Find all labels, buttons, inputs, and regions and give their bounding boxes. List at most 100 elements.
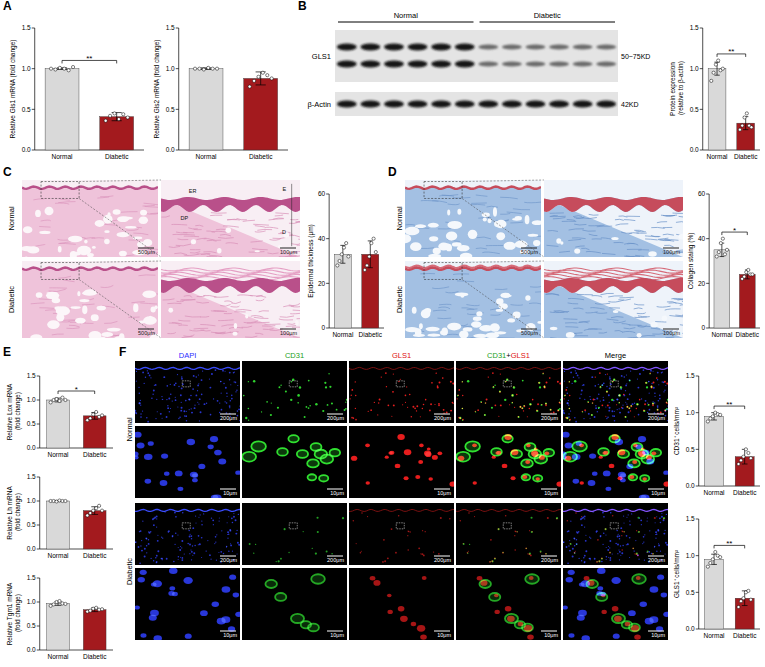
- column-label-part: CD31: [285, 351, 304, 360]
- micrograph-ground: [22, 261, 158, 338]
- y-axis: [329, 194, 330, 328]
- nucleus: [156, 516, 158, 518]
- data-point: [338, 259, 341, 262]
- tissue-gap: [419, 323, 423, 329]
- nucleus: [175, 397, 176, 398]
- nucleus: [135, 541, 137, 543]
- fiber: [584, 329, 598, 330]
- vessel: [308, 380, 310, 382]
- tissue-gap: [493, 207, 497, 216]
- gls1-signal: [432, 455, 438, 460]
- nucleus: [603, 382, 605, 384]
- vessel: [569, 408, 571, 410]
- nucleus: [628, 411, 630, 413]
- nucleus: [181, 376, 182, 377]
- vessel: [505, 381, 507, 383]
- vessel: [290, 399, 292, 401]
- nucleus: [170, 384, 171, 385]
- nucleus: [627, 420, 628, 421]
- gls1-signal: [626, 406, 628, 408]
- fiber: [657, 222, 667, 223]
- fiber: [289, 255, 300, 257]
- gls1-signal: [523, 410, 524, 411]
- vessel: [504, 399, 506, 401]
- fiber: [572, 237, 586, 239]
- micrograph: [161, 180, 300, 257]
- gls1-signal: [537, 403, 539, 405]
- gls1-signal: [660, 411, 662, 413]
- blot-band: [431, 100, 451, 107]
- tissue-gap: [421, 309, 431, 318]
- y-tick-label: 0.0: [686, 482, 695, 489]
- nucleus: [209, 379, 210, 380]
- data-point: [55, 397, 58, 400]
- blot-band: [573, 45, 593, 50]
- nucleus: [667, 405, 668, 406]
- error-bar: [742, 449, 748, 464]
- fiber: [477, 237, 491, 239]
- y-axis-title-line: GLS1⁺ cells/mm²: [673, 549, 680, 598]
- vessel: [666, 408, 668, 410]
- nucleus: [178, 386, 179, 387]
- vessel: [456, 452, 470, 462]
- tissue-gap: [58, 246, 62, 253]
- nucleus: [588, 480, 596, 486]
- tile-ground: [135, 426, 240, 498]
- zoom-box: [396, 381, 404, 387]
- x-tick-label: Normal: [196, 153, 218, 160]
- fiber: [574, 335, 588, 336]
- nucleus: [194, 407, 196, 409]
- y-tick-label: 60: [318, 190, 326, 197]
- data-point: [738, 128, 741, 131]
- bar-chart: Protein expression (relative to β-actin)…: [669, 24, 760, 160]
- gls1-signal: [355, 395, 356, 396]
- vessel: [299, 386, 301, 388]
- fluorescence-tile: [135, 426, 240, 498]
- fiber: [507, 212, 522, 214]
- fiber: [636, 231, 646, 232]
- epidermis: [161, 278, 300, 293]
- fiber: [439, 304, 451, 306]
- nucleus: [212, 519, 214, 521]
- tissue-gap: [77, 291, 80, 296]
- gls1-signal: [404, 449, 411, 455]
- gls1-signal: [564, 398, 565, 399]
- fiber: [637, 313, 646, 314]
- gls1-signal: [488, 376, 489, 377]
- vessel: [539, 386, 541, 388]
- tissue-gap: [442, 243, 451, 248]
- scale-bar-label: 100μm: [280, 249, 297, 255]
- vessel: [266, 401, 268, 403]
- nucleus: [181, 540, 183, 542]
- vessel: [625, 416, 627, 418]
- fiber: [579, 321, 590, 322]
- nucleus: [563, 412, 565, 414]
- nucleus: [638, 436, 646, 442]
- fiber: [176, 232, 187, 234]
- nucleus: [623, 395, 625, 397]
- fiber: [535, 291, 541, 293]
- nucleus: [624, 376, 626, 378]
- nucleus: [201, 537, 203, 539]
- fiber: [679, 216, 683, 218]
- nucleus: [152, 394, 153, 395]
- nucleus: [231, 398, 233, 400]
- gls1-signal: [385, 372, 387, 374]
- nucleus: [578, 377, 579, 378]
- fiber: [629, 324, 642, 325]
- fiber: [297, 317, 300, 318]
- epidermis: [544, 197, 683, 212]
- fiber: [55, 203, 69, 204]
- nucleus: [199, 543, 201, 545]
- plot-marks: [189, 66, 278, 150]
- vessel: [297, 450, 308, 458]
- nucleus: [172, 536, 173, 537]
- bar-chart: Relative Lh mRNA (fold change)0.00.51.01…: [6, 473, 113, 559]
- tissue-gap: [142, 290, 156, 298]
- vessel: [523, 405, 525, 407]
- nucleus: [192, 555, 193, 556]
- gls1-signal: [557, 410, 559, 412]
- nucleus: [156, 526, 157, 527]
- gls1-signal: [355, 408, 356, 409]
- nucleus: [629, 379, 631, 381]
